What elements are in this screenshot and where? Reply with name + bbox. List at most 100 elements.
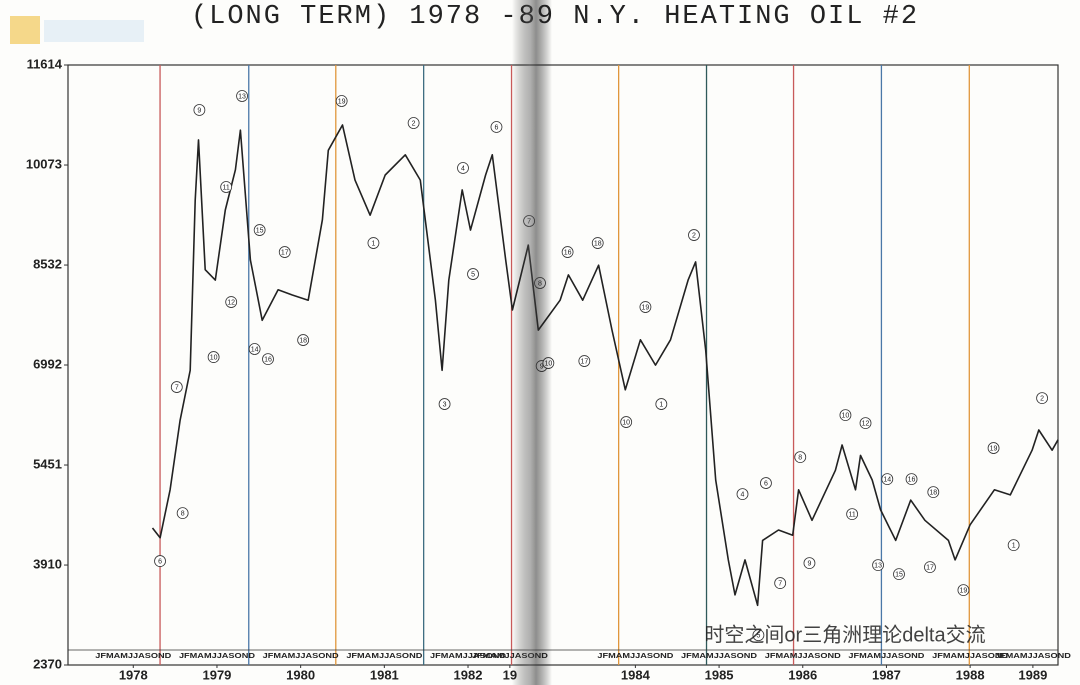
annotation-circle xyxy=(207,351,220,363)
annotation-label: 3 xyxy=(443,401,447,408)
annotation-label: 19 xyxy=(990,445,998,452)
annotation-label: 16 xyxy=(564,249,572,256)
y-tick-label: 8532 xyxy=(33,256,62,271)
watermark: 时空之间or三角洲理论delta交流 xyxy=(704,623,985,646)
annotation-label: 10 xyxy=(842,412,850,419)
y-tick-label: 2370 xyxy=(33,656,62,671)
annotation-circle xyxy=(561,246,574,258)
annotation-circle xyxy=(872,559,884,572)
annotation-label: 8 xyxy=(181,510,185,517)
x-tick-label: 1981 xyxy=(370,667,399,682)
page-fold xyxy=(512,0,552,685)
annotation-circle xyxy=(881,473,894,486)
month-strip: JFMAMJJASOND xyxy=(430,653,506,660)
annotation-label: 17 xyxy=(926,564,934,571)
y-tick-label: 5451 xyxy=(33,456,62,471)
annotation-label: 2 xyxy=(412,120,416,127)
annotation-label: 14 xyxy=(883,476,891,483)
annotation-label: 9 xyxy=(808,560,812,567)
annotation-circle xyxy=(407,117,420,129)
annotation-label: 6 xyxy=(764,480,768,487)
annotation-label: 2 xyxy=(1040,395,1044,402)
month-strip: JFMAMJJASOND xyxy=(681,653,757,660)
annotation-circle xyxy=(578,355,591,367)
annotation-circle xyxy=(760,477,772,489)
annotation-circle xyxy=(688,229,700,241)
y-tick-label: 6992 xyxy=(33,356,62,371)
month-strip: JFMAMJJASOND xyxy=(932,653,1008,660)
annotation-circle xyxy=(752,629,765,642)
annotation-circle xyxy=(905,473,918,486)
x-tick-label: 1982 xyxy=(454,667,483,682)
month-strip: JFMAMJJASOND xyxy=(346,653,422,660)
annotation-circle xyxy=(736,488,749,500)
annotation-circle xyxy=(655,398,668,410)
month-strip: JFMAMJJASOND xyxy=(597,653,673,660)
annotation-circle xyxy=(248,343,261,355)
annotation-circle xyxy=(620,416,633,428)
annotation-label: 12 xyxy=(227,299,235,306)
annotation-label: 18 xyxy=(594,240,602,247)
annotation-label: 7 xyxy=(778,580,782,587)
annotation-label: 15 xyxy=(895,571,903,578)
annotation-label: 13 xyxy=(874,562,882,569)
y-tick-label: 10073 xyxy=(26,156,62,171)
x-tick-label: 1989 xyxy=(1018,667,1047,682)
annotation-label: 13 xyxy=(238,93,246,100)
annotation-circle xyxy=(893,568,905,581)
annotation-label: 14 xyxy=(251,346,259,353)
annotation-circle xyxy=(253,224,266,236)
x-tick-label: 1986 xyxy=(788,667,817,682)
annotation-label: 5 xyxy=(471,271,475,278)
annotation-circle xyxy=(193,104,206,116)
annotation-circle xyxy=(924,561,936,574)
annotation-label: 10 xyxy=(210,354,218,361)
annotation-label: 10 xyxy=(622,419,630,426)
annotation-circle xyxy=(1036,392,1048,405)
annotation-circle xyxy=(794,451,807,464)
annotation-label: 9 xyxy=(197,107,201,114)
annotation-label: 17 xyxy=(281,249,289,256)
annotation-label: 12 xyxy=(862,420,870,427)
annotation-label: 19 xyxy=(960,587,968,594)
annotation-label: 16 xyxy=(908,476,916,483)
annotation-circle xyxy=(297,334,310,346)
x-tick-label: 1978 xyxy=(119,667,148,682)
annotation-circle xyxy=(278,246,291,258)
annotation-circle xyxy=(803,557,816,569)
annotation-label: 1 xyxy=(659,401,663,408)
annotation-circle xyxy=(367,237,380,249)
month-strip: JFMAMJJASOND xyxy=(765,653,841,660)
annotation-label: 6 xyxy=(495,124,499,131)
annotation-label: 18 xyxy=(299,337,307,344)
annotation-label: 8 xyxy=(798,454,802,461)
annotation-circle xyxy=(859,417,872,429)
logo xyxy=(10,16,144,44)
month-strip: JFMAMJJASOND xyxy=(995,653,1071,660)
month-strip: JFMAMJJASOND xyxy=(848,653,924,660)
x-tick-label: 1987 xyxy=(872,667,901,682)
annotation-circle xyxy=(467,268,479,280)
month-strip: JFMAMJJASOND xyxy=(179,653,255,660)
month-strip: JFMAMJJASOND xyxy=(263,653,339,660)
annotation-circle xyxy=(225,296,238,308)
x-tick-label: 1984 xyxy=(621,667,651,682)
annotation-label: 11 xyxy=(223,184,230,191)
chart-title: (LONG TERM) 1978 -89 N.Y. HEATING OIL #2 xyxy=(191,2,919,32)
annotation-circle xyxy=(490,121,503,133)
annotation-label: 17 xyxy=(580,358,588,365)
annotation-label: 6 xyxy=(158,558,162,565)
annotation-label: 1 xyxy=(1012,542,1016,549)
annotation-circle xyxy=(774,577,787,589)
annotation-label: 4 xyxy=(461,165,465,172)
annotation-circle xyxy=(927,486,940,498)
annotation-circle xyxy=(335,95,348,107)
annotation-circle xyxy=(591,237,604,249)
annotation-label: 5 xyxy=(756,632,760,639)
annotation-label: 2 xyxy=(692,232,696,239)
annotation-circle xyxy=(1007,539,1020,552)
annotation-circle xyxy=(170,381,183,393)
annotation-label: 4 xyxy=(741,491,745,498)
x-tick-label: 1988 xyxy=(956,667,985,682)
annotation-circle xyxy=(176,507,189,520)
